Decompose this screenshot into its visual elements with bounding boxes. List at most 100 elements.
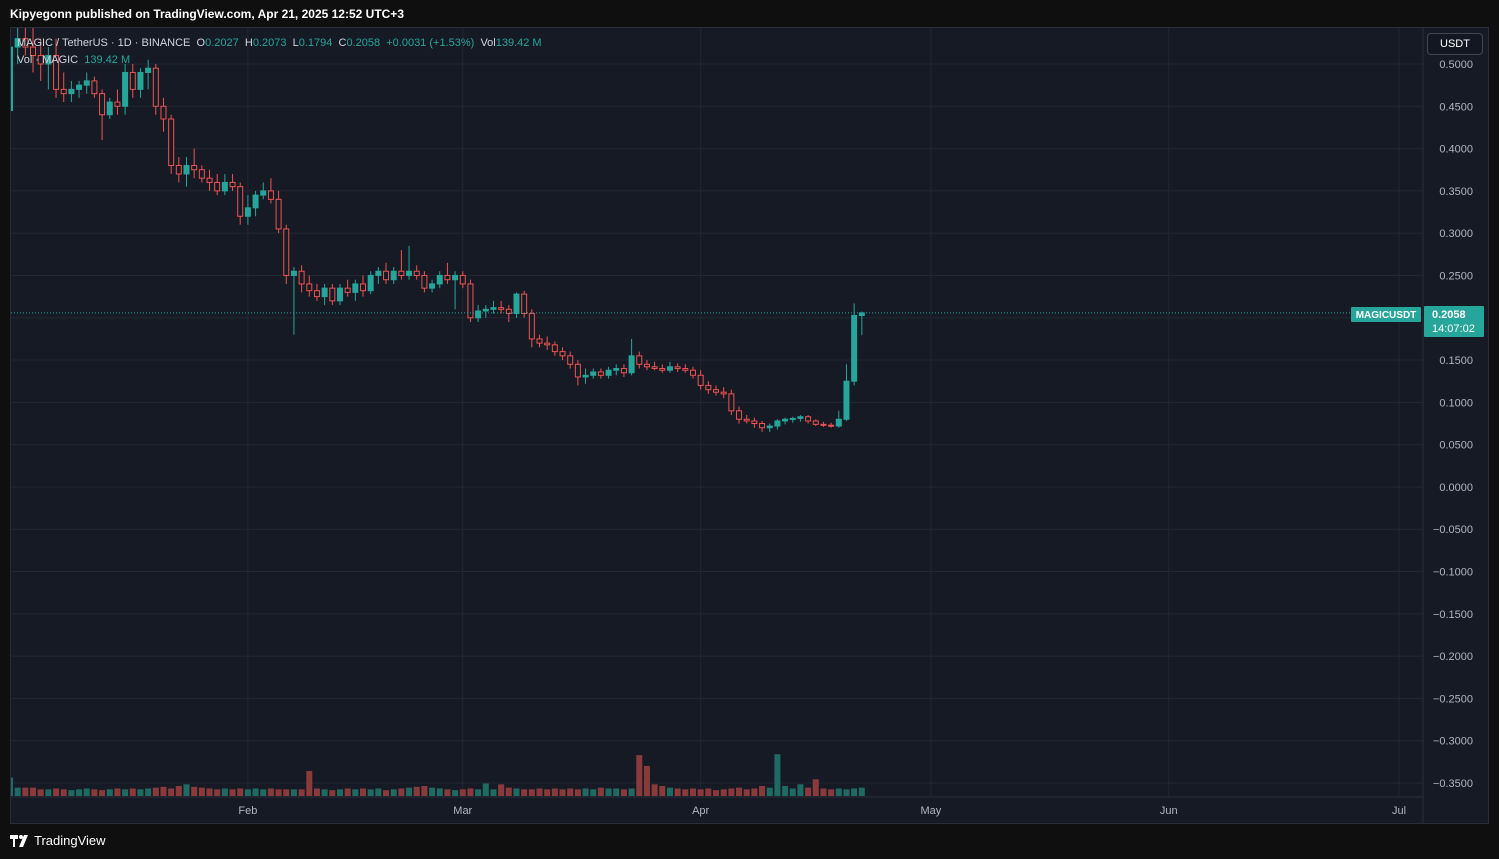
close-value: 0.2058 <box>346 37 381 49</box>
time-axis[interactable]: Feb Mar Apr May Jun Jul <box>11 796 1423 817</box>
candle <box>789 416 796 423</box>
candle-body <box>283 228 290 276</box>
volume-indicator-row[interactable]: Vol · MAGIC 139.42 M <box>17 52 542 69</box>
time-tick-label: May <box>920 805 941 817</box>
candle-body <box>659 368 666 371</box>
volume-bar <box>651 784 658 796</box>
candle <box>452 271 459 310</box>
currency-button[interactable]: USDT <box>1427 33 1483 55</box>
candle <box>513 292 520 318</box>
candle-body <box>835 418 842 427</box>
price-tick-label: −0.0500 <box>1433 524 1473 536</box>
price-tick-label: 0.0000 <box>1439 482 1473 494</box>
candle-body <box>198 169 205 179</box>
volume-bar <box>106 789 113 796</box>
candle <box>774 419 781 430</box>
candle <box>183 157 190 187</box>
symbol-price-label: MAGICUSDT <box>1351 307 1421 322</box>
volume-bar <box>237 788 244 796</box>
candle <box>689 366 696 379</box>
volume-bar <box>766 787 773 796</box>
candle <box>352 279 359 301</box>
candle-body <box>828 424 835 427</box>
volume-bar <box>782 785 789 796</box>
candle-body <box>398 270 405 276</box>
candle-body <box>513 293 520 315</box>
volume-bar <box>306 770 313 796</box>
volume-bar <box>229 789 236 796</box>
volume-bar <box>559 789 566 796</box>
volume-bar <box>551 788 558 796</box>
volume-bar <box>620 789 627 796</box>
candle <box>597 368 604 379</box>
candle <box>528 309 535 348</box>
volume-bar <box>421 785 428 796</box>
volume-bar <box>336 789 343 796</box>
volume-bar <box>812 779 819 796</box>
candle <box>214 173 221 196</box>
candle <box>237 182 244 225</box>
candle-body <box>720 391 727 395</box>
candle <box>260 182 267 200</box>
candle <box>336 283 343 306</box>
volume-bar <box>14 787 21 796</box>
candle <box>160 97 167 132</box>
volume-bar <box>805 787 812 796</box>
candle <box>221 173 228 196</box>
volume-bar <box>528 789 535 796</box>
candle <box>152 64 159 115</box>
candle-body <box>91 80 98 95</box>
candle-body <box>298 270 305 285</box>
volume-bar <box>45 789 52 796</box>
volume-bar <box>789 788 796 796</box>
candle <box>406 245 413 280</box>
volume-bar <box>183 784 190 796</box>
candle-body <box>467 283 474 319</box>
volume-bar <box>843 789 850 796</box>
price-tick-label: −0.1500 <box>1433 609 1473 621</box>
candle-body <box>367 274 374 292</box>
candle-body <box>260 190 267 196</box>
candle-body <box>160 105 167 120</box>
candle-body <box>789 417 796 420</box>
candle-body <box>99 93 106 116</box>
candle <box>321 283 328 306</box>
volume-bar <box>321 789 328 796</box>
candle <box>835 410 842 428</box>
candle-body <box>521 293 528 315</box>
candle-body <box>45 55 52 65</box>
candle-body <box>229 181 236 188</box>
candle <box>390 267 397 284</box>
symbol-description[interactable]: MAGIC / TetherUS · 1D · BINANCE <box>17 37 191 49</box>
chart-legend: MAGIC / TetherUS · 1D · BINANCE O0.2027 … <box>17 35 542 69</box>
tradingview-logo[interactable]: TradingView <box>10 833 106 848</box>
candle <box>290 267 297 335</box>
candle-body <box>582 374 589 378</box>
candle-body <box>30 46 37 57</box>
candle-body <box>782 418 789 422</box>
price-tick-label: 0.4500 <box>1439 101 1473 113</box>
price-axis[interactable]: 0.5000 0.4500 0.4000 0.3500 0.3000 0.2500 0.20… <box>1422 28 1473 823</box>
volume-bar <box>413 786 420 796</box>
candle <box>828 422 835 428</box>
candle <box>11 46 13 112</box>
volume-bar <box>467 788 474 796</box>
candle <box>367 271 374 295</box>
candle <box>782 417 789 425</box>
candle <box>812 419 819 427</box>
volume-bar <box>244 789 251 796</box>
candle-body <box>244 207 251 217</box>
candle <box>191 148 198 179</box>
candle-body <box>375 270 382 276</box>
candle-body <box>313 290 320 298</box>
volume-bar <box>666 787 673 796</box>
candle <box>720 387 727 399</box>
price-tick-label: 0.5000 <box>1439 59 1473 71</box>
volume-bar <box>352 789 359 796</box>
candle <box>736 406 743 424</box>
volume-bar <box>390 789 397 796</box>
candle-body <box>252 194 259 209</box>
candle-body <box>383 270 390 281</box>
volume-bar <box>720 789 727 796</box>
